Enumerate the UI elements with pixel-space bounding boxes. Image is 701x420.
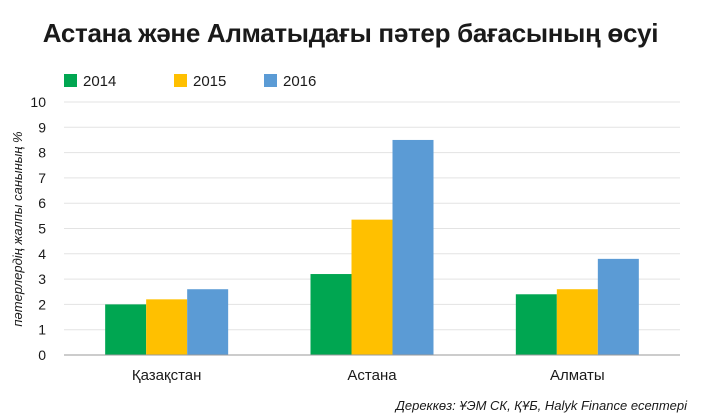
bar-2015-2	[556, 289, 598, 355]
y-tick-label-0: 0	[38, 347, 46, 363]
x-category-label-2: Алматы	[550, 367, 605, 384]
y-tick-label-9: 9	[38, 119, 46, 135]
x-category-labels: Қазақстан Астана Алматы	[132, 367, 605, 384]
chart-title: Астана және Алматыдағы пәтер бағасының ө…	[42, 18, 659, 48]
y-tick-label-6: 6	[38, 195, 46, 211]
bar-2015-0	[146, 299, 188, 355]
bar-2016-2	[597, 258, 639, 355]
legend-label-2014: 2014	[83, 73, 117, 90]
y-tick-label-3: 3	[38, 271, 46, 287]
source-note: Дереккөз: ҰЭМ СК, ҚҰБ, Halyk Finance есе…	[395, 398, 687, 413]
legend-swatch-2016	[264, 74, 277, 87]
y-tick-label-8: 8	[38, 145, 46, 161]
bar-2014-1	[310, 274, 352, 355]
x-category-label-0: Қазақстан	[132, 367, 202, 384]
y-tick-label-7: 7	[38, 170, 46, 186]
bars	[105, 139, 639, 355]
y-axis-label: пәтерлердің жалпы санының %	[10, 131, 25, 326]
legend-label-2016: 2016	[283, 73, 317, 90]
y-tick-label-2: 2	[38, 296, 46, 312]
x-category-label-1: Астана	[347, 367, 397, 384]
legend-swatch-2014	[64, 74, 77, 87]
y-tick-labels: 0 1 2 3 4 5 6 7 8 9 10	[30, 94, 46, 363]
bar-2016-0	[187, 289, 229, 355]
legend-swatch-2015	[174, 74, 187, 87]
bar-2016-1	[392, 139, 434, 355]
legend-item-2015: 2015	[174, 73, 226, 90]
bar-2014-0	[105, 304, 147, 355]
bar-2014-2	[515, 294, 557, 355]
legend-item-2014: 2014	[64, 73, 116, 90]
y-tick-label-4: 4	[38, 246, 46, 262]
y-tick-label-5: 5	[38, 221, 46, 237]
y-tick-label-10: 10	[30, 94, 46, 110]
legend-label-2015: 2015	[193, 73, 227, 90]
y-tick-label-1: 1	[38, 322, 46, 338]
legend-item-2016: 2016	[264, 73, 316, 90]
bar-2015-1	[351, 219, 393, 355]
